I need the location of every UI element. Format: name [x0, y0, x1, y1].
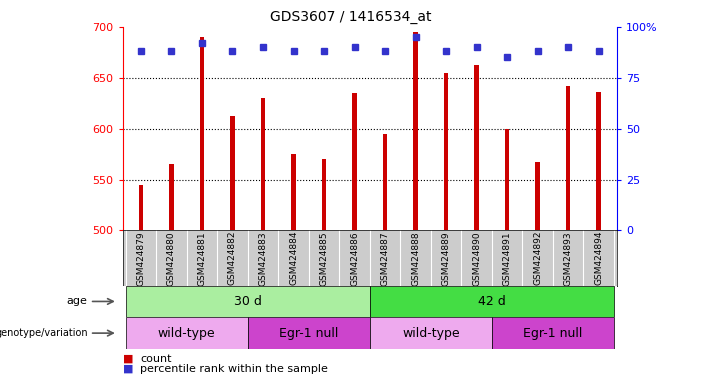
Text: 42 d: 42 d [478, 295, 505, 308]
Bar [383, 134, 388, 230]
Text: GSM424879: GSM424879 [137, 231, 146, 286]
Bar [247, 317, 370, 349]
Text: GSM424881: GSM424881 [198, 231, 207, 286]
Text: GSM424890: GSM424890 [472, 231, 481, 286]
Text: wild-type: wild-type [402, 327, 460, 339]
Text: ■: ■ [123, 364, 133, 374]
Text: GSM424888: GSM424888 [411, 231, 420, 286]
Bar [475, 65, 479, 230]
Text: GSM424887: GSM424887 [381, 231, 390, 286]
Bar [139, 185, 143, 230]
Text: GSM424889: GSM424889 [442, 231, 451, 286]
Text: ■: ■ [123, 354, 133, 364]
Text: GSM424880: GSM424880 [167, 231, 176, 286]
Bar [492, 317, 614, 349]
Bar [597, 92, 601, 230]
Text: GSM424885: GSM424885 [320, 231, 329, 286]
Text: GSM424883: GSM424883 [259, 231, 268, 286]
Bar [125, 317, 247, 349]
Bar [291, 154, 296, 230]
Text: GSM424893: GSM424893 [564, 231, 573, 286]
Text: 30 d: 30 d [234, 295, 261, 308]
Bar [370, 286, 614, 317]
Text: GSM424884: GSM424884 [289, 231, 298, 285]
Bar [566, 86, 571, 230]
Text: Egr-1 null: Egr-1 null [279, 327, 339, 339]
Bar [370, 317, 492, 349]
Text: GSM424894: GSM424894 [594, 231, 603, 285]
Bar [505, 129, 510, 230]
Bar [230, 116, 235, 230]
Bar [444, 73, 449, 230]
Bar [322, 159, 326, 230]
Bar [125, 286, 370, 317]
Text: GSM424892: GSM424892 [533, 231, 542, 285]
Bar [169, 164, 174, 230]
Bar [200, 37, 204, 230]
Bar [536, 162, 540, 230]
Text: percentile rank within the sample: percentile rank within the sample [140, 364, 328, 374]
Text: GDS3607 / 1416534_at: GDS3607 / 1416534_at [270, 10, 431, 23]
Bar [261, 98, 265, 230]
Bar [414, 32, 418, 230]
Text: genotype/variation: genotype/variation [0, 328, 88, 338]
Bar [352, 93, 357, 230]
Text: Egr-1 null: Egr-1 null [523, 327, 583, 339]
Text: count: count [140, 354, 172, 364]
Text: age: age [67, 296, 88, 306]
Text: GSM424886: GSM424886 [350, 231, 359, 286]
Text: GSM424882: GSM424882 [228, 231, 237, 285]
Text: GSM424891: GSM424891 [503, 231, 512, 286]
Text: wild-type: wild-type [158, 327, 215, 339]
